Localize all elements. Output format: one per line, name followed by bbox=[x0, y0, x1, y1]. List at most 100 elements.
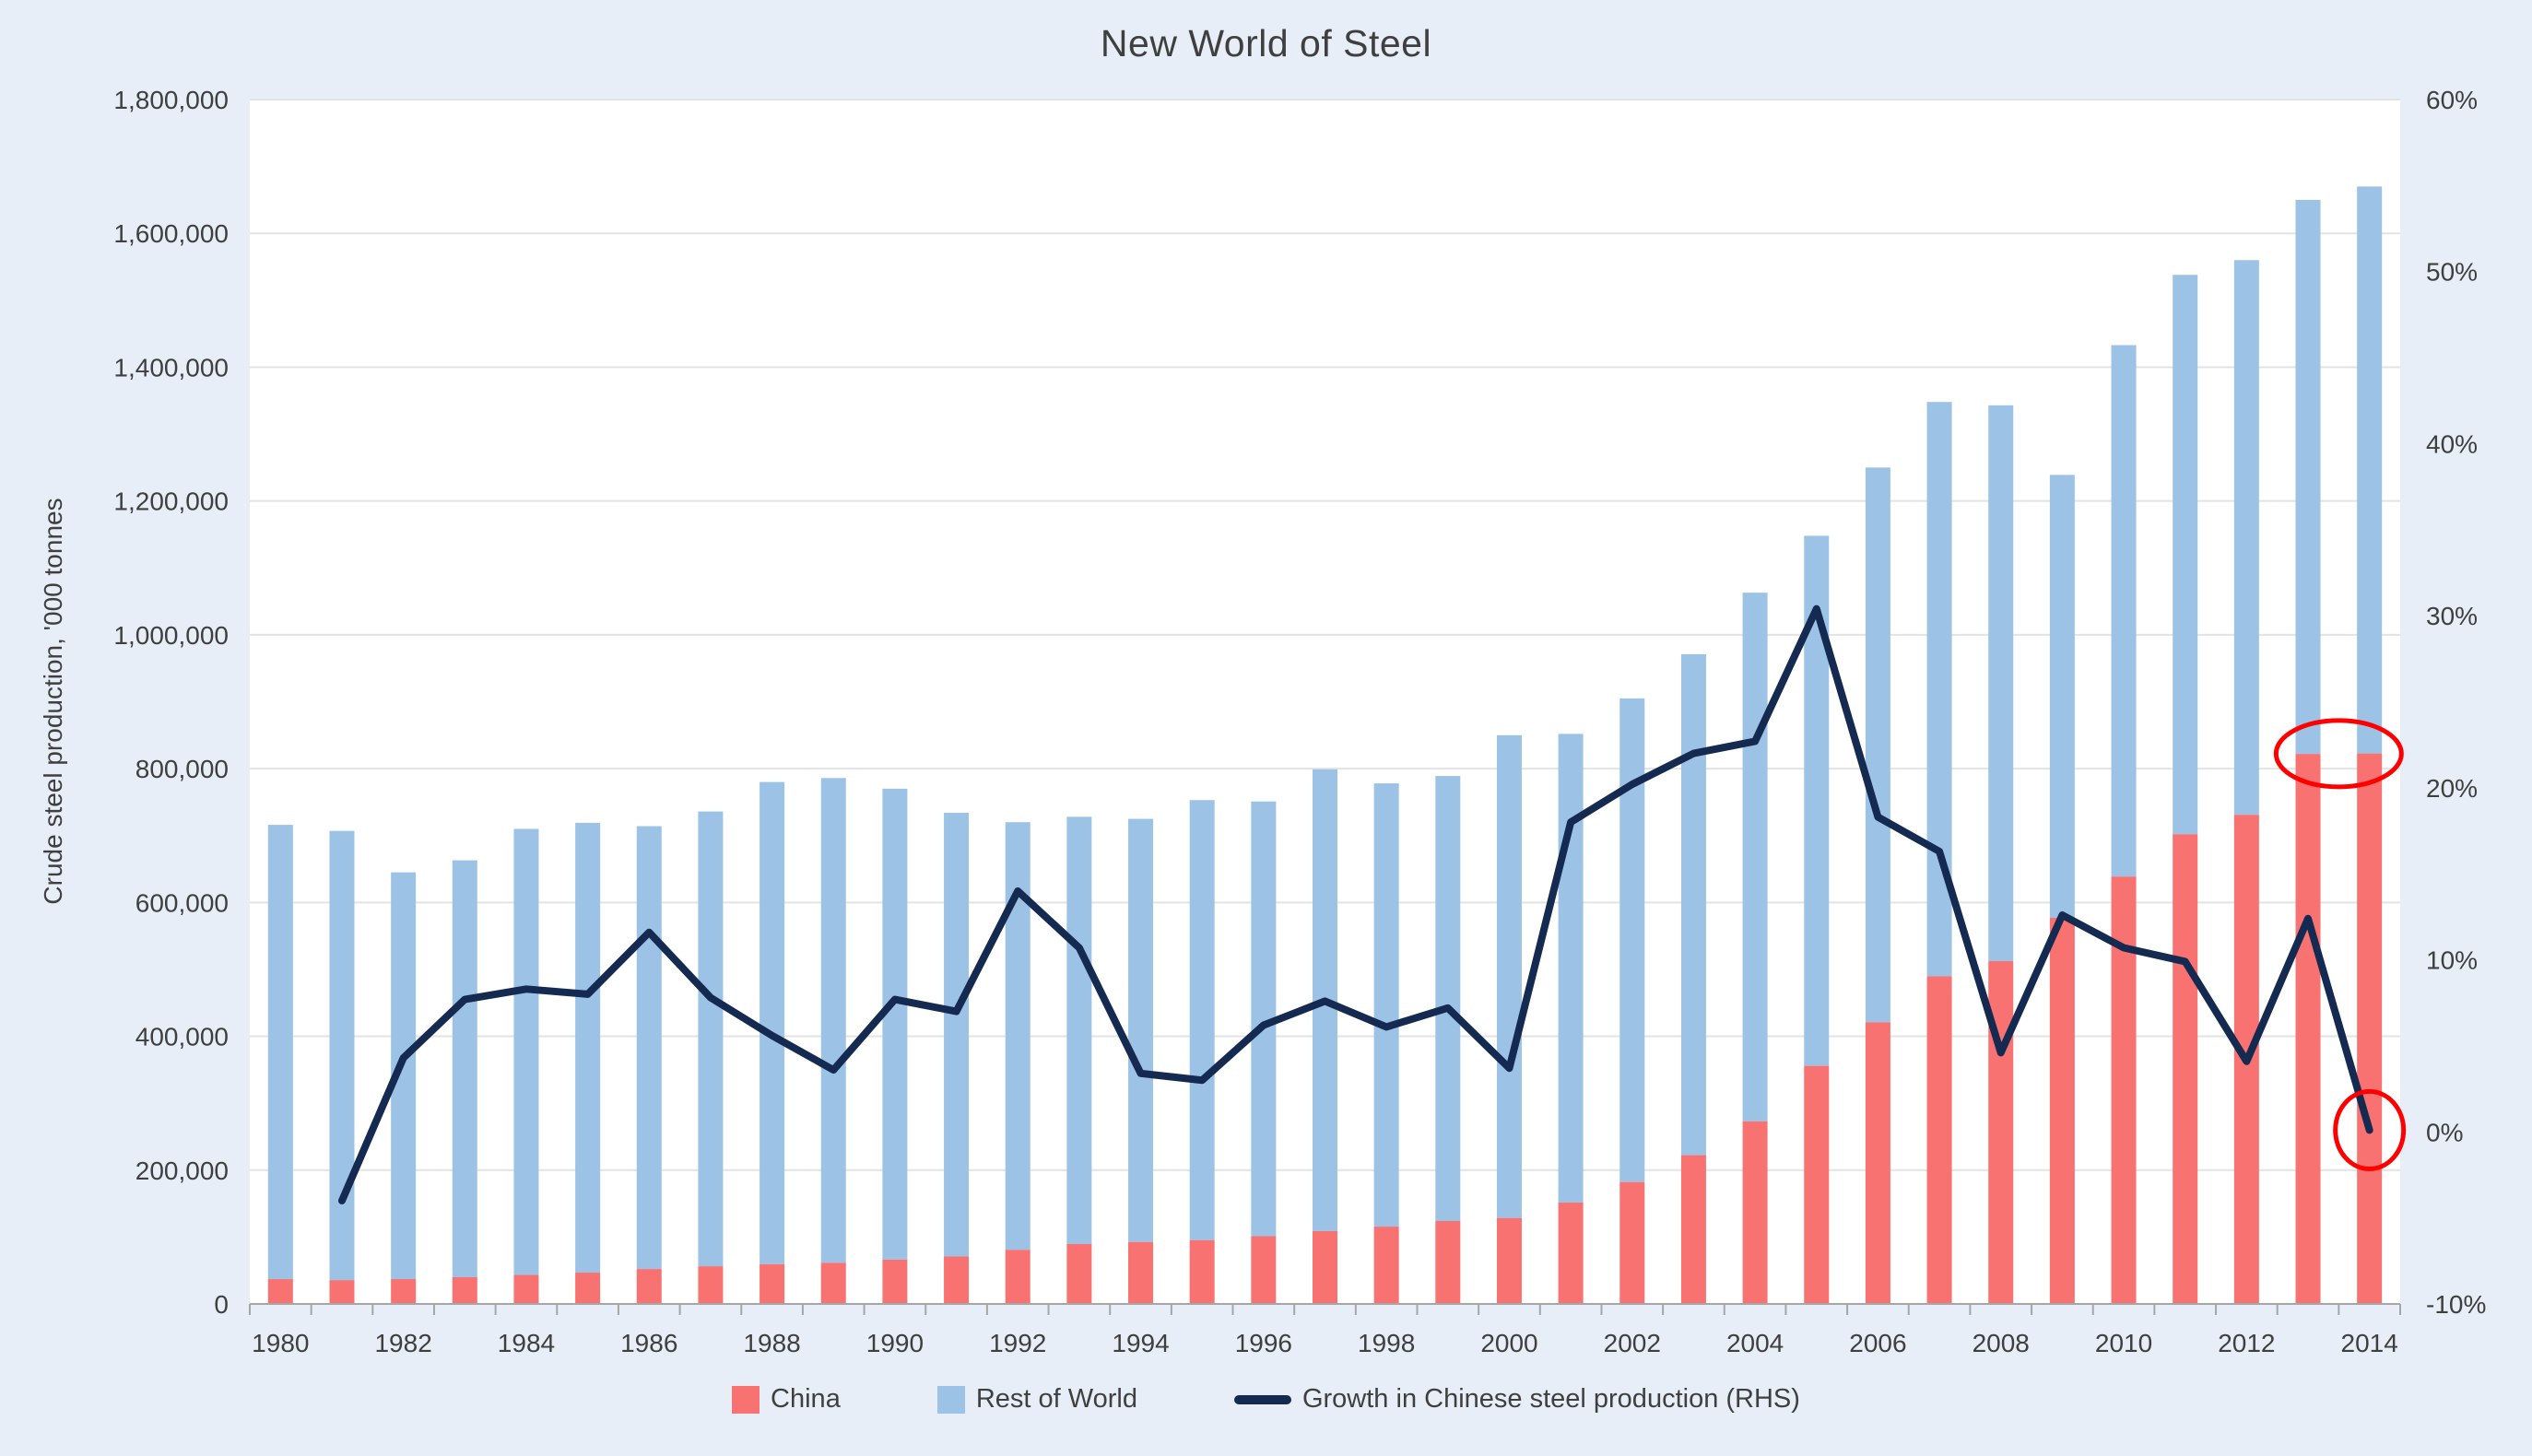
x-tick-label-1982: 1982 bbox=[374, 1329, 431, 1357]
bar-china-2004 bbox=[1742, 1121, 1768, 1304]
bar-china-1994 bbox=[1128, 1241, 1154, 1304]
bar-china-2002 bbox=[1619, 1181, 1645, 1304]
bar-china-2000 bbox=[1496, 1217, 1522, 1304]
bar-rest-of-world-1999 bbox=[1435, 776, 1461, 1221]
y-right-tick-label: 30% bbox=[2426, 602, 2478, 630]
bar-china-1980 bbox=[267, 1279, 293, 1304]
bar-rest-of-world-2012 bbox=[2233, 260, 2259, 816]
y-left-tick-label: 400,000 bbox=[135, 1023, 229, 1051]
x-tick-label-1992: 1992 bbox=[989, 1329, 1046, 1357]
bar-china-1999 bbox=[1435, 1220, 1461, 1304]
legend-item-growth-line: Growth in Chinese steel production (RHS) bbox=[1233, 1384, 1800, 1415]
bar-rest-of-world-1993 bbox=[1066, 816, 1092, 1244]
y-right-tick-label: 0% bbox=[2426, 1118, 2463, 1146]
y-right-tick-label: 20% bbox=[2426, 774, 2478, 803]
bar-rest-of-world-1980 bbox=[267, 825, 293, 1280]
bar-rest-of-world-2002 bbox=[1619, 698, 1645, 1182]
bar-china-1993 bbox=[1066, 1243, 1092, 1304]
bar-rest-of-world-2000 bbox=[1496, 734, 1522, 1218]
bars-china bbox=[267, 753, 2383, 1304]
y-left-tick-label: 200,000 bbox=[135, 1157, 229, 1185]
bar-china-1991 bbox=[944, 1256, 970, 1304]
bars-rest bbox=[267, 186, 2383, 1281]
x-tick-label-2000: 2000 bbox=[1480, 1329, 1537, 1357]
bar-china-1992 bbox=[1005, 1250, 1030, 1304]
legend-swatch-rest-of-world bbox=[936, 1385, 965, 1414]
x-tick-label-1980: 1980 bbox=[252, 1329, 309, 1357]
bar-china-1998 bbox=[1373, 1227, 1399, 1304]
bar-china-2005 bbox=[1804, 1065, 1830, 1304]
bar-china-1997 bbox=[1313, 1230, 1337, 1304]
y-right-tick-label: 60% bbox=[2426, 86, 2478, 114]
x-axis bbox=[249, 1303, 2401, 1315]
bar-rest-of-world-1994 bbox=[1128, 818, 1154, 1242]
bar-rest-of-world-2010 bbox=[2111, 345, 2137, 877]
y-right-tick-label: 40% bbox=[2426, 429, 2478, 458]
bar-china-1985 bbox=[575, 1273, 601, 1304]
bar-rest-of-world-1984 bbox=[513, 828, 539, 1275]
annotations bbox=[2273, 718, 2407, 1171]
x-tick-label-1996: 1996 bbox=[1235, 1329, 1292, 1357]
legend-label-rest-of-world: Rest of World bbox=[975, 1384, 1137, 1414]
annotation-ellipse-bar-tops bbox=[2273, 718, 2404, 790]
bar-rest-of-world-2003 bbox=[1680, 653, 1706, 1156]
x-tick-label-2006: 2006 bbox=[1849, 1329, 1906, 1357]
y-left-tick-label: 1,400,000 bbox=[113, 353, 229, 382]
bar-china-1986 bbox=[636, 1269, 662, 1304]
bar-china-1990 bbox=[882, 1259, 908, 1304]
y-left-tick-label: 1,200,000 bbox=[113, 487, 229, 516]
bar-china-1996 bbox=[1251, 1236, 1277, 1304]
x-tick-label-2008: 2008 bbox=[1973, 1329, 2030, 1357]
bar-rest-of-world-1991 bbox=[944, 813, 970, 1257]
x-tick-label-1994: 1994 bbox=[1112, 1329, 1169, 1357]
bar-rest-of-world-2014 bbox=[2357, 186, 2383, 754]
x-tick-label-2012: 2012 bbox=[2218, 1329, 2275, 1357]
y-right-tick-label: 50% bbox=[2426, 258, 2478, 287]
x-tick-label-1988: 1988 bbox=[743, 1329, 800, 1357]
legend-item-rest-of-world: Rest of World bbox=[936, 1384, 1137, 1415]
bar-rest-of-world-1998 bbox=[1373, 783, 1399, 1227]
bar-china-1982 bbox=[391, 1279, 417, 1304]
x-tick-label-2002: 2002 bbox=[1604, 1329, 1661, 1357]
x-tick-label-2014: 2014 bbox=[2341, 1329, 2398, 1357]
bar-rest-of-world-1988 bbox=[760, 781, 785, 1264]
bar-rest-of-world-2008 bbox=[1988, 405, 2014, 961]
legend-label-growth-line: Growth in Chinese steel production (RHS) bbox=[1301, 1384, 1800, 1414]
legend: China Rest of World Growth in Chinese st… bbox=[0, 1384, 2532, 1415]
bar-rest-of-world-2006 bbox=[1865, 467, 1890, 1023]
legend-swatch-growth-line bbox=[1233, 1394, 1291, 1404]
x-tick-label-2004: 2004 bbox=[1726, 1329, 1784, 1357]
bar-china-1981 bbox=[329, 1280, 355, 1304]
bar-rest-of-world-2009 bbox=[2049, 475, 2075, 918]
bar-china-2007 bbox=[1926, 976, 1952, 1304]
bar-rest-of-world-1983 bbox=[452, 860, 477, 1277]
bar-rest-of-world-1990 bbox=[882, 788, 908, 1260]
bar-rest-of-world-2004 bbox=[1742, 593, 1768, 1121]
bar-china-2013 bbox=[2295, 754, 2321, 1304]
legend-item-china: China bbox=[732, 1384, 841, 1415]
bar-china-2014 bbox=[2357, 753, 2383, 1304]
x-tick-label-1984: 1984 bbox=[498, 1329, 555, 1357]
x-tick-label-1986: 1986 bbox=[620, 1329, 677, 1357]
y-left-labels: 0 200,000 400,000 600,000 800,000 1,000,000 1,… bbox=[113, 86, 229, 1319]
x-labels: 1980 1982 1984 1986 1988 1990 1992 1994 1996 1998… bbox=[252, 1329, 2398, 1357]
bar-china-1989 bbox=[820, 1262, 846, 1304]
bar-rest-of-world-1981 bbox=[329, 830, 355, 1281]
chart-title: New World of Steel bbox=[1100, 22, 1432, 65]
bar-china-1988 bbox=[760, 1263, 785, 1304]
y-left-tick-label: 1,600,000 bbox=[113, 219, 229, 248]
y-left-tick-label: 600,000 bbox=[135, 888, 229, 917]
y-left-tick-label: 800,000 bbox=[135, 755, 229, 783]
bar-china-2009 bbox=[2049, 917, 2075, 1304]
bar-rest-of-world-2001 bbox=[1558, 734, 1584, 1203]
bar-rest-of-world-2011 bbox=[2173, 275, 2198, 835]
legend-swatch-china bbox=[732, 1385, 760, 1414]
bar-china-2006 bbox=[1865, 1022, 1890, 1304]
y-left-tick-label: 1,800,000 bbox=[113, 86, 229, 114]
bar-china-1983 bbox=[452, 1276, 477, 1304]
y-right-labels: -10% 0% 10% 20% 30% 40% 50% 60% bbox=[2426, 86, 2486, 1319]
bar-rest-of-world-1989 bbox=[820, 778, 846, 1263]
y-right-tick-label: -10% bbox=[2426, 1290, 2486, 1319]
